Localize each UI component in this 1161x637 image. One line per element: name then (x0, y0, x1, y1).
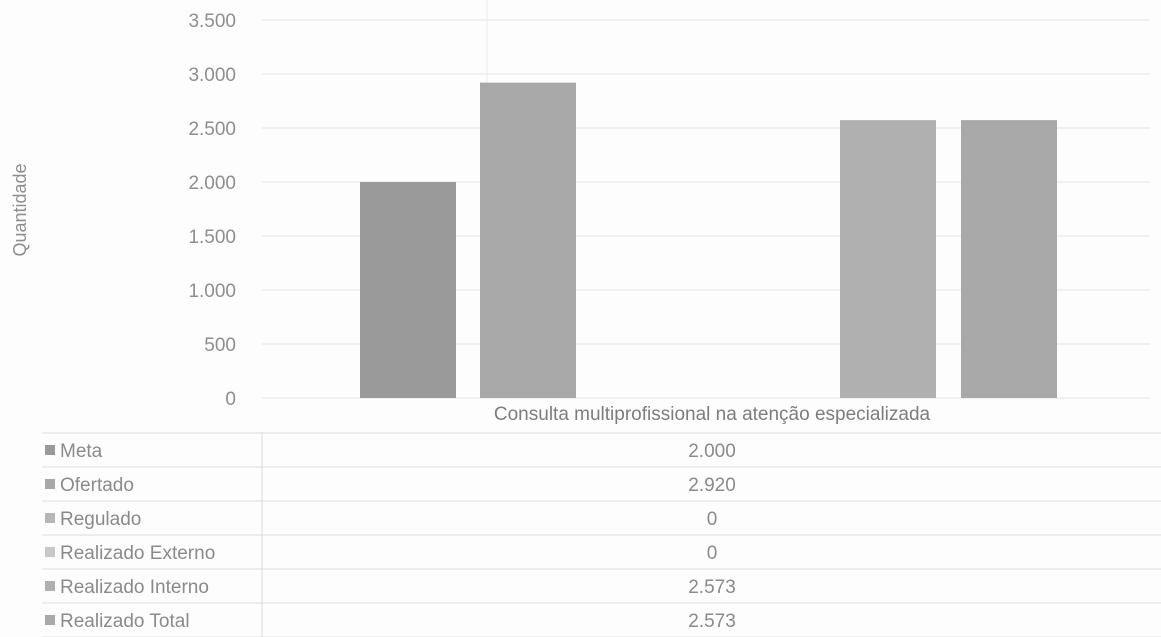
table-row-label: Meta (60, 441, 103, 462)
table-row-label: Realizado Interno (60, 577, 209, 598)
bar-ofertado (480, 82, 576, 398)
table-row-value: 0 (707, 509, 718, 530)
table-row-value: 2.573 (688, 577, 736, 598)
category-label: Consulta multiprofissional na atenção es… (494, 404, 931, 425)
y-tick-label: 1.000 (188, 281, 236, 302)
y-tick-label: 2.000 (188, 173, 236, 194)
table-row-value: 0 (707, 543, 718, 564)
data-table: Meta 2.000 Ofertado 2.920 Regulado 0 Realizado… (42, 432, 1161, 637)
table-row-label: Regulado (60, 509, 141, 530)
legend-swatch (45, 479, 55, 489)
legend-swatch (45, 547, 55, 557)
y-tick-label: 500 (204, 335, 236, 356)
table-row-label: Realizado Externo (60, 543, 215, 564)
y-axis-ticks: 0 500 1.000 1.500 2.000 2.500 3.000 3.500 (188, 11, 236, 410)
table-row-value: 2.573 (688, 611, 736, 632)
legend-swatch (45, 615, 55, 625)
table-row-value: 2.000 (688, 441, 736, 462)
bars (360, 82, 1057, 398)
y-tick-label: 1.500 (188, 227, 236, 248)
y-tick-label: 2.500 (188, 119, 236, 140)
legend-swatch (45, 513, 55, 523)
y-tick-label: 0 (225, 389, 236, 410)
table-row-label: Ofertado (60, 475, 134, 496)
y-tick-label: 3.000 (188, 65, 236, 86)
bar-realizado-total (961, 120, 1057, 398)
y-tick-label: 3.500 (188, 11, 236, 32)
bar-realizado-interno (840, 120, 936, 398)
bar-meta (360, 182, 456, 398)
table-row-value: 2.920 (688, 475, 736, 496)
y-axis-title: Quantidade (10, 163, 30, 256)
legend-swatch (45, 445, 55, 455)
legend-swatch (45, 581, 55, 591)
table-row-label: Realizado Total (60, 611, 190, 632)
